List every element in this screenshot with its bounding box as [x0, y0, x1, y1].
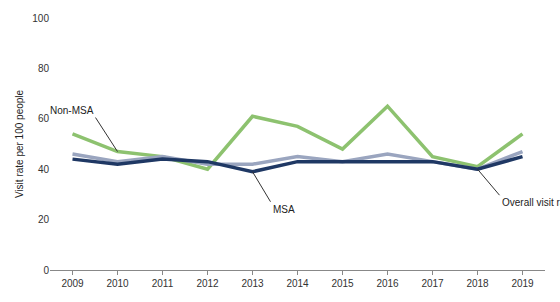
svg-text:Overall visit rate: Overall visit rate [502, 197, 560, 208]
svg-text:2012: 2012 [196, 278, 219, 289]
svg-text:2015: 2015 [331, 278, 354, 289]
svg-text:20: 20 [38, 214, 50, 225]
svg-text:2018: 2018 [466, 278, 489, 289]
svg-text:2013: 2013 [241, 278, 264, 289]
svg-text:Visit rate per 100 people: Visit rate per 100 people [14, 89, 25, 198]
svg-text:0: 0 [43, 265, 49, 276]
svg-text:2019: 2019 [511, 278, 534, 289]
svg-text:40: 40 [38, 164, 50, 175]
svg-text:60: 60 [38, 113, 50, 124]
svg-text:2016: 2016 [376, 278, 399, 289]
svg-text:80: 80 [38, 63, 50, 74]
svg-text:MSA: MSA [273, 204, 295, 215]
svg-text:100: 100 [32, 13, 49, 24]
svg-text:2014: 2014 [286, 278, 309, 289]
svg-text:Non-MSA: Non-MSA [50, 105, 94, 116]
svg-text:2017: 2017 [421, 278, 444, 289]
svg-text:2009: 2009 [61, 278, 84, 289]
svg-text:2010: 2010 [106, 278, 129, 289]
svg-text:2011: 2011 [152, 278, 174, 289]
